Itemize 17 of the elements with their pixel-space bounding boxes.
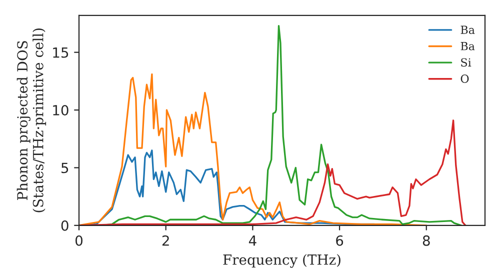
x-tick-label: 8 [422, 235, 430, 246]
x-tick-label: 0 [75, 235, 82, 246]
y-axis-title: Phonon projected DOS (States/THz·primitive cell) [16, 28, 46, 212]
legend-label: O [460, 74, 469, 83]
x-axis-title: Frequency (THz) [223, 254, 340, 268]
y-tick-label: 15 [53, 47, 68, 58]
line-series [79, 120, 466, 226]
line-series [79, 73, 428, 226]
x-tick-label: 2 [162, 235, 169, 246]
y-tick-label: 10 [53, 104, 68, 116]
x-tick-label: 4 [248, 236, 256, 246]
legend-label: Ba [460, 42, 475, 50]
x-tick-label: 6 [336, 235, 344, 246]
y-tick-label: 5 [62, 162, 68, 174]
legend-label: Si [461, 58, 472, 67]
y-tick-label: 0 [61, 220, 68, 231]
legend-label: Ba [460, 26, 475, 34]
